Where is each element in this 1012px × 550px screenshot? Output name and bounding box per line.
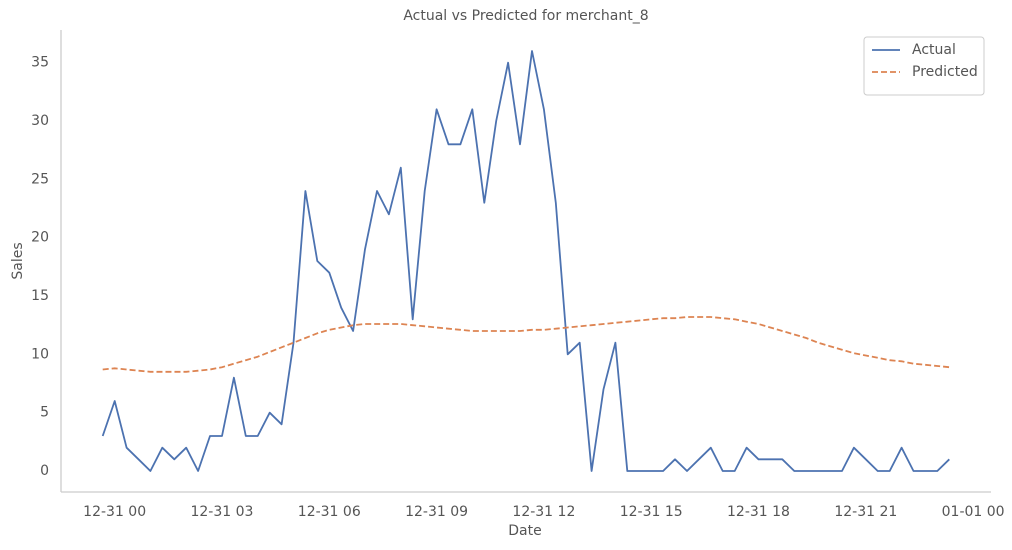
y-tick-label: 35 — [31, 55, 49, 71]
series-line — [101, 50, 950, 472]
y-tick-label: 0 — [40, 463, 49, 479]
legend-box — [863, 36, 985, 96]
x-tick-label: 12-31 18 — [727, 504, 790, 520]
y-tick-label: 25 — [31, 171, 49, 187]
y-axis-label: Sales — [10, 242, 26, 279]
x-tick-label: 12-31 21 — [834, 504, 897, 520]
chart-title: Actual vs Predicted for merchant_8 — [403, 8, 648, 24]
x-tick-label: 12-31 12 — [512, 504, 575, 520]
legend-label: Predicted — [912, 64, 978, 80]
y-tick-label: 5 — [40, 405, 49, 421]
y-tick-label: 10 — [31, 346, 49, 362]
y-tick-label: 20 — [31, 230, 49, 246]
series-line — [102, 316, 950, 373]
x-axis-label: Date — [508, 523, 541, 539]
y-tick-label: 15 — [31, 288, 49, 304]
y-tick-label: 30 — [31, 113, 49, 129]
x-tick-label: 12-31 09 — [405, 504, 468, 520]
legend-label: Actual — [912, 42, 956, 58]
x-tick-label: 01-01 00 — [942, 504, 1005, 520]
x-tick-label: 12-31 03 — [190, 504, 253, 520]
x-tick-label: 12-31 15 — [620, 504, 683, 520]
x-tick-label: 12-31 00 — [83, 504, 146, 520]
x-tick-label: 12-31 06 — [298, 504, 361, 520]
